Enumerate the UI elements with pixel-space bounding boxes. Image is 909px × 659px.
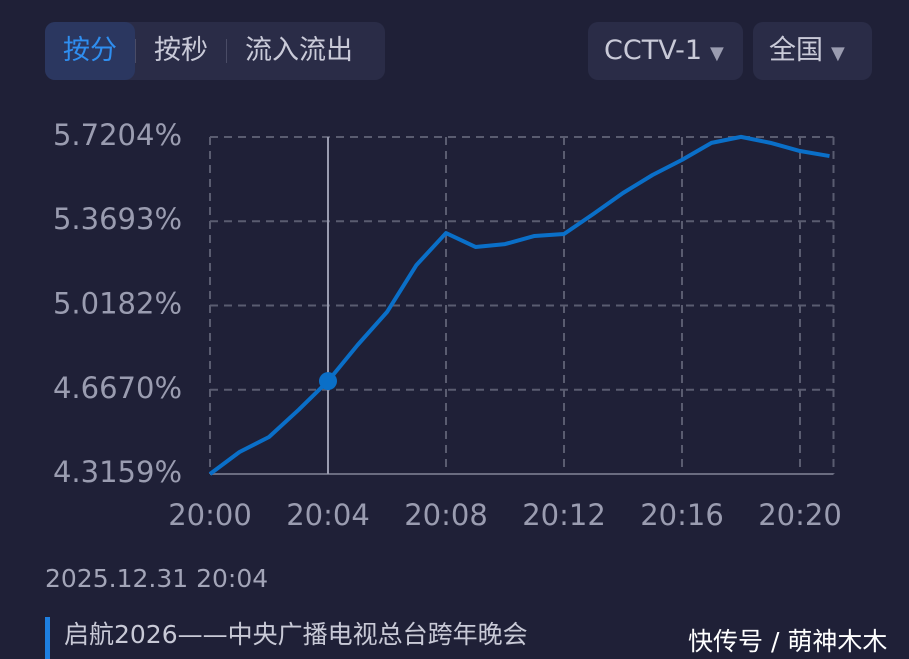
y-tick-label: 5.7204%	[53, 118, 182, 152]
x-tick-label: 20:08	[404, 498, 488, 532]
separator	[226, 39, 227, 63]
y-tick-label: 4.6670%	[53, 371, 182, 405]
dropdown[interactable]: 全国 ▼	[753, 22, 872, 80]
tab[interactable]: 流入流出	[245, 35, 353, 66]
line	[208, 134, 830, 476]
watermark: 快传号 / 萌神木木	[688, 627, 888, 656]
x-tick-label: 20:04	[286, 498, 370, 532]
y-tick-label: 5.0182%	[53, 286, 182, 320]
y-tick-label: 5.3693%	[53, 202, 182, 236]
x-tick-label: 20:20	[758, 498, 842, 532]
arrow: ▼	[710, 43, 724, 64]
dropdown-label: CCTV-1	[604, 35, 703, 66]
dropdown[interactable]: CCTV-1 ▼	[588, 22, 743, 80]
dropdown-label: 全国	[769, 35, 823, 66]
arrow: ▼	[831, 43, 845, 64]
tab[interactable]: 按秒	[154, 35, 208, 66]
selected-time: 2025.12.31 20:04	[45, 564, 269, 593]
selected-point	[319, 372, 337, 391]
program-title: 启航2026——中央广播电视总台跨年晚会	[45, 617, 528, 659]
separator	[135, 39, 136, 63]
x-tick-label: 20:12	[522, 498, 606, 532]
tab[interactable]: 按分	[45, 22, 135, 80]
tab-bar: 按分 按秒 流入流出	[45, 22, 385, 80]
chart: 4.3159% 4.6670% 5.0182% 5.3693% 5.7204% 20:00…	[53, 118, 842, 532]
y-tick-label: 4.3159%	[53, 455, 182, 489]
x-tick-label: 20:16	[640, 498, 724, 532]
x-tick-label: 20:00	[168, 498, 252, 532]
